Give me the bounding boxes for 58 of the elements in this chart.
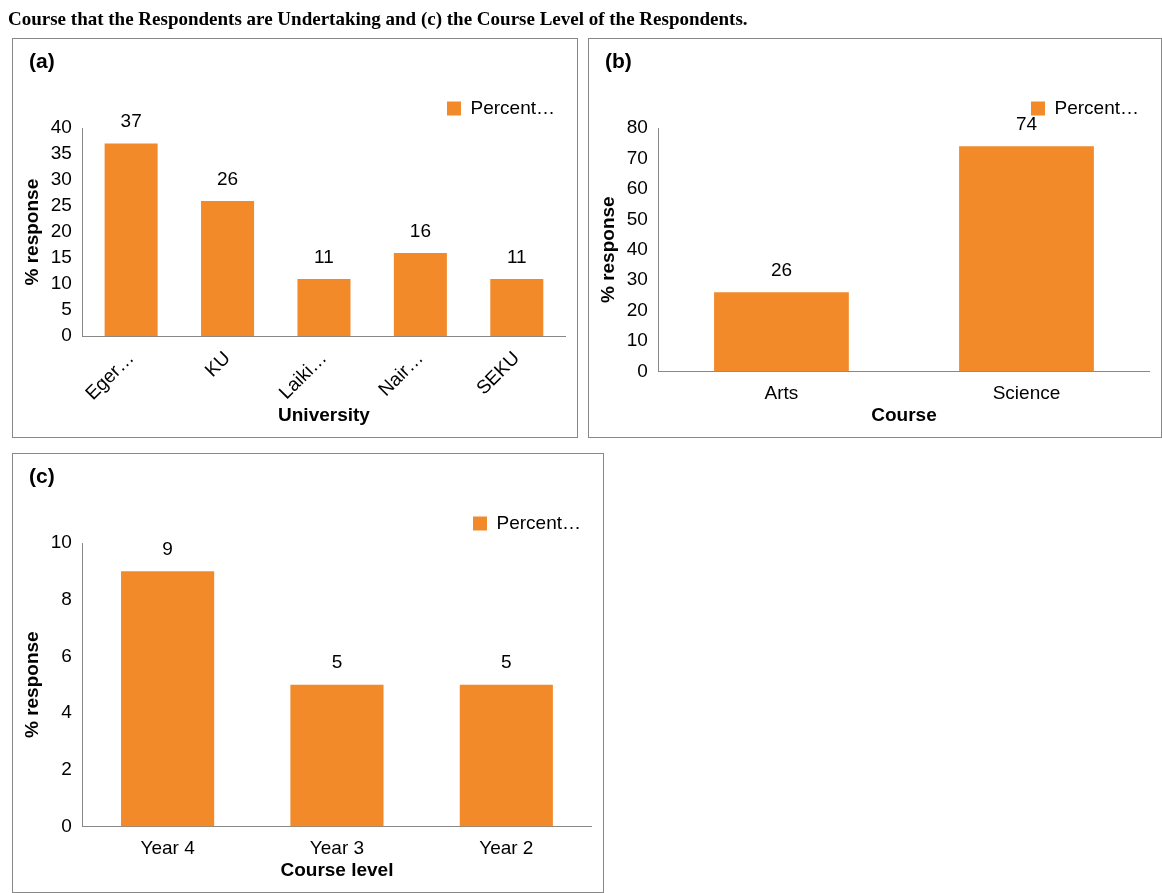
text: (a) — [29, 49, 55, 73]
x-tick-label: Year 4 — [140, 837, 196, 859]
data-label: 11 — [314, 245, 334, 267]
data-label: 26 — [216, 167, 239, 189]
y-tick-label: 8 — [61, 587, 72, 609]
data-label: 37 — [120, 110, 142, 132]
x-axis-title: Course — [871, 403, 937, 425]
x-tick-label: KU — [200, 347, 235, 381]
y-tick-label: 60 — [626, 177, 648, 199]
bar — [393, 252, 447, 337]
data-label: 9 — [162, 538, 173, 560]
y-tick-label: 35 — [50, 142, 72, 164]
y-tick-label: 40 — [626, 237, 648, 259]
y-tick-label: 30 — [626, 268, 648, 290]
bar — [104, 143, 158, 337]
x-axis-title: University — [278, 403, 371, 425]
bar — [490, 278, 544, 337]
y-tick-label: 10 — [626, 329, 648, 351]
bar — [201, 200, 255, 337]
y-tick-label: 10 — [50, 272, 72, 294]
y-axis-title: % response — [20, 178, 42, 286]
y-tick-label: 0 — [61, 814, 72, 836]
data-label: 11 — [506, 245, 527, 267]
y-tick-label: 80 — [626, 116, 648, 138]
y-tick-label: 0 — [637, 359, 648, 381]
y-tick-label: 0 — [61, 324, 72, 346]
y-tick-label: 2 — [61, 757, 72, 779]
data-label: 26 — [770, 259, 793, 281]
bar — [297, 278, 351, 337]
x-tick-label: Science — [992, 382, 1061, 404]
y-tick-label: 70 — [626, 146, 648, 168]
x-tick-label: Year 2 — [479, 837, 534, 859]
text: (c) — [29, 464, 55, 488]
data-label: 5 — [501, 651, 512, 673]
x-tick-label: Year 3 — [309, 837, 365, 859]
text: (b) — [605, 49, 632, 73]
data-label: 74 — [1015, 112, 1038, 134]
y-tick-label: 40 — [50, 116, 72, 138]
legend-label: Percent… — [1054, 96, 1139, 118]
y-tick-label: 20 — [50, 220, 72, 242]
y-tick-label: 30 — [50, 168, 72, 190]
y-tick-label: 15 — [50, 246, 72, 268]
y-tick-label: 4 — [61, 701, 73, 723]
x-axis-title: Course level — [280, 858, 394, 880]
y-tick-label: 20 — [626, 298, 648, 320]
y-tick-label: 10 — [50, 531, 72, 553]
y-axis-title: % response — [596, 196, 618, 304]
x-tick-label: Arts — [764, 382, 799, 404]
y-tick-label: 5 — [61, 298, 72, 320]
y-tick-label: 6 — [61, 644, 72, 666]
chart-title: Course that the Respondents are Undertaking and (c) the Course Level of the Respondents. — [8, 8, 749, 30]
legend-label: Percent… — [496, 511, 581, 533]
legend-label: Percent… — [470, 96, 555, 118]
data-label: 5 — [331, 651, 343, 673]
y-tick-label: 25 — [50, 194, 72, 216]
y-axis-title: % response — [20, 631, 42, 739]
data-label: 16 — [409, 219, 431, 241]
y-tick-label: 50 — [626, 207, 648, 229]
